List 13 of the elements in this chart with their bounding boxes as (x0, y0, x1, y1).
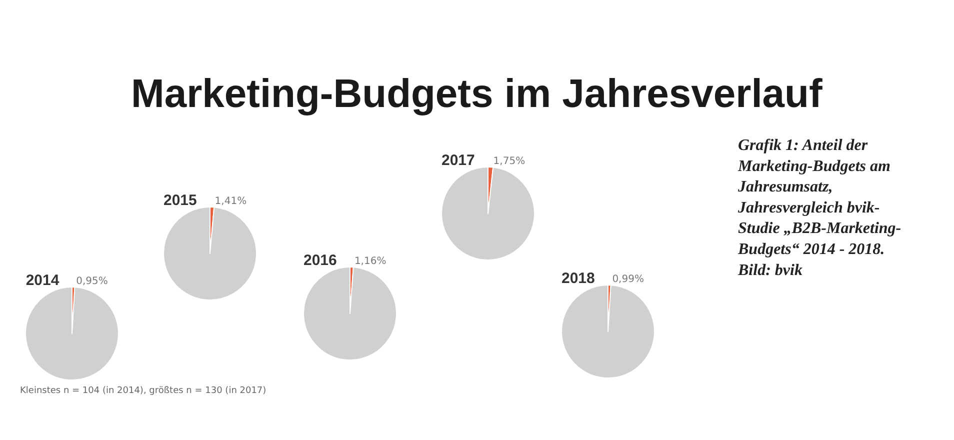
chart-title: 2014 (26, 272, 60, 289)
chart-title: 2017 (442, 152, 475, 169)
text: Kleinstes n = 104 (in 2014), größtes n = 130 (in 2017) (20, 386, 266, 396)
chart-title: 2016 (304, 252, 337, 269)
chart-title: 2015 (164, 192, 197, 209)
data-label: 0,99% (612, 274, 644, 286)
data-label: 1,75% (493, 156, 526, 168)
chart-title: 2018 (562, 270, 595, 287)
data-label: 1,41% (214, 196, 247, 208)
text: Marketing-Budgets im Jahresverlauf (131, 72, 823, 116)
data-label: 0,95% (76, 276, 108, 288)
text: Grafik 1: Anteil der Marketing-Budgets am Jahresumsatz, Jahresvergleich bvik-Studie „B2B-Marketing-Budgets“ 2014 - 2018. Bild: bvik (737, 137, 902, 279)
data-label: 1,16% (354, 256, 386, 268)
